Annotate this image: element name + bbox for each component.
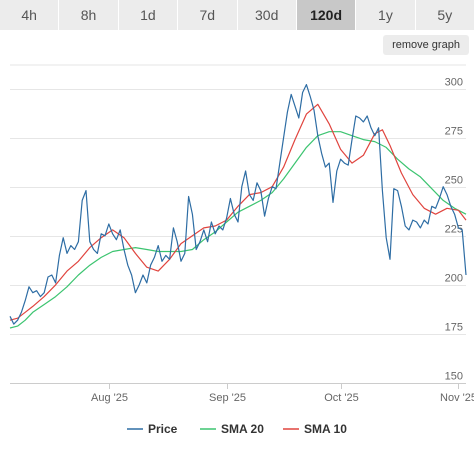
- remove-graph-button[interactable]: remove graph: [383, 35, 469, 55]
- y-tick-label: 275: [445, 126, 463, 138]
- y-tick-label: 200: [445, 273, 463, 285]
- y-tick-label: 175: [445, 322, 463, 334]
- legend-label: Price: [148, 422, 178, 436]
- x-tick-label: Aug '25: [91, 392, 128, 404]
- legend-label: SMA 20: [221, 422, 264, 436]
- tab-1y[interactable]: 1y: [356, 0, 415, 30]
- y-tick-label: 150: [445, 371, 463, 383]
- tab-1d[interactable]: 1d: [118, 0, 178, 30]
- tab-4h[interactable]: 4h: [0, 0, 59, 30]
- series-line-sma-10: [9, 103, 467, 321]
- x-tick-label: Oct '25: [324, 392, 359, 404]
- timeframe-tabs: 4h 8h 1d 7d 30d 120d 1y 5y: [0, 0, 474, 30]
- x-tick-label: Nov '25: [440, 392, 474, 404]
- series-line-price: [9, 84, 467, 325]
- x-tick-label: Sep '25: [209, 392, 246, 404]
- tab-120d[interactable]: 120d: [296, 0, 356, 30]
- tab-5y[interactable]: 5y: [415, 0, 474, 30]
- series-line-sma-20: [9, 131, 467, 329]
- tab-8h[interactable]: 8h: [59, 0, 118, 30]
- tab-7d[interactable]: 7d: [178, 0, 237, 30]
- tab-30d[interactable]: 30d: [237, 0, 296, 30]
- y-tick-label: 300: [445, 77, 463, 89]
- legend-label: SMA 10: [304, 422, 347, 436]
- y-tick-label: 250: [445, 175, 463, 187]
